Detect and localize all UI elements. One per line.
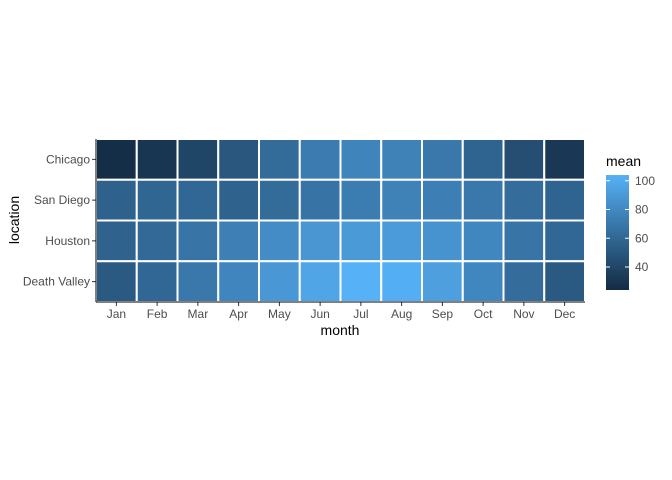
x-tick-label: Feb <box>147 307 168 321</box>
heatmap-cells <box>95 138 586 303</box>
legend-colorbar <box>606 175 629 290</box>
heatmap-cell <box>543 260 586 303</box>
y-tick-label: Chicago <box>46 152 90 166</box>
heatmap-cell <box>543 178 586 222</box>
heatmap-cell <box>461 260 505 303</box>
x-tick-label: Jul <box>353 307 368 321</box>
y-axis-ticks: Chicago San Diego Houston Death Valley <box>23 152 96 289</box>
x-tick-label: Jan <box>107 307 126 321</box>
heatmap-cell <box>421 138 464 181</box>
x-tick-label: Aug <box>391 307 412 321</box>
heatmap-cell <box>502 178 546 222</box>
y-tick-label: Houston <box>45 234 90 248</box>
y-tick-label: Death Valley <box>23 275 90 289</box>
heatmap-cell <box>543 219 586 263</box>
heatmap-cell <box>543 138 586 181</box>
heatmap-cell <box>176 219 220 263</box>
x-axis-title: month <box>321 322 360 338</box>
heatmap-cell <box>380 260 423 303</box>
heatmap-cell <box>461 138 505 181</box>
x-axis-ticks: Jan Feb Mar Apr May Jun Jul Aug Sep Oct Nov Dec <box>107 302 575 321</box>
heatmap-cell <box>421 178 464 222</box>
legend-tick-label: 60 <box>635 231 649 245</box>
x-tick-label: Mar <box>188 307 209 321</box>
x-tick-label: Apr <box>229 307 248 321</box>
heatmap-cell <box>421 260 464 303</box>
heatmap-cell <box>380 138 423 181</box>
x-tick-label: May <box>268 307 291 321</box>
heatmap-cell <box>502 138 546 181</box>
legend-ticks: 40 60 80 100 <box>606 174 655 274</box>
legend-title: mean <box>606 153 641 169</box>
heatmap-cell <box>258 260 301 303</box>
heatmap-cell <box>339 219 383 263</box>
heatmap-cell <box>95 260 138 303</box>
heatmap-cell <box>176 260 220 303</box>
heatmap-cell <box>339 260 383 303</box>
heatmap-cell <box>217 219 260 263</box>
heatmap-cell <box>95 178 138 222</box>
color-legend: mean 40 60 80 100 <box>606 153 655 290</box>
legend-tick-label: 40 <box>635 260 649 274</box>
heatmap-cell <box>95 219 138 263</box>
heatmap-cell <box>217 260 260 303</box>
x-tick-label: Dec <box>554 307 575 321</box>
heatmap-cell <box>258 178 301 222</box>
heatmap-cell <box>217 178 260 222</box>
y-tick-label: San Diego <box>34 193 90 207</box>
heatmap-cell <box>298 219 342 263</box>
heatmap-cell <box>298 178 342 222</box>
legend-tick-label: 100 <box>635 174 655 188</box>
heatmap-cell <box>176 138 220 181</box>
heatmap-cell <box>176 178 220 222</box>
heatmap-cell <box>380 219 423 263</box>
x-tick-label: Sep <box>432 307 454 321</box>
y-axis-title: location <box>6 196 22 244</box>
heatmap-cell <box>502 219 546 263</box>
heatmap-cell <box>461 219 505 263</box>
heatmap-cell <box>135 178 179 222</box>
legend-tick-label: 80 <box>635 203 649 217</box>
x-tick-label: Jun <box>310 307 329 321</box>
x-tick-label: Nov <box>513 307 534 321</box>
heatmap-cell <box>135 260 179 303</box>
heatmap-cell <box>258 138 301 181</box>
heatmap-cell <box>380 178 423 222</box>
x-tick-label: Oct <box>474 307 493 321</box>
heatmap-cell <box>461 178 505 222</box>
heatmap-cell <box>258 219 301 263</box>
heatmap-cell <box>298 138 342 181</box>
heatmap-cell <box>339 138 383 181</box>
heatmap-cell <box>298 260 342 303</box>
heatmap-cell <box>502 260 546 303</box>
heatmap-cell <box>217 138 260 181</box>
heatmap-cell <box>95 138 138 181</box>
heatmap-cell <box>421 219 464 263</box>
heatmap-cell <box>339 178 383 222</box>
heatmap-cell <box>135 138 179 181</box>
heatmap-cell <box>135 219 179 263</box>
